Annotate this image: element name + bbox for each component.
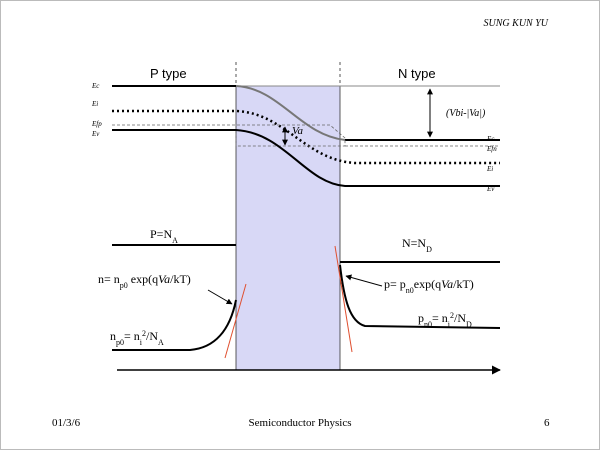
va-label: Va [292, 125, 304, 137]
n-edge: n= np0 exp(qVa/kT) [98, 272, 191, 290]
text-part: exp(q [414, 277, 441, 291]
text-part: P=N [150, 227, 172, 241]
footer-course: Semiconductor Physics [249, 417, 352, 429]
text-part: i [448, 320, 451, 329]
text-part: = n [124, 329, 140, 343]
barrier-label: (Vbi-|Va|) [446, 108, 486, 119]
n-majority: N=ND [402, 236, 432, 254]
text-part: n0 [406, 286, 414, 295]
footer-date: 01/3/6 [52, 417, 81, 429]
footer-page: 6 [544, 417, 550, 429]
tangent [224, 283, 247, 359]
text-part: /kT) [453, 277, 474, 291]
text-part: n= n [98, 272, 120, 286]
text-part: p0 [116, 338, 124, 347]
p-type-label: P type [150, 66, 187, 81]
np0-eq: np0= ni2/NA [110, 329, 164, 347]
level-label: Ec [91, 82, 100, 90]
level-label: Efp [91, 120, 102, 128]
text-part: = n [432, 311, 448, 325]
pointer [345, 274, 383, 287]
level-label: Ec [486, 135, 495, 143]
ev-band [112, 129, 500, 187]
text-part: D [466, 320, 472, 329]
level-label: Ei [91, 100, 98, 108]
text-part: /kT) [170, 272, 191, 286]
level-label: Ev [486, 185, 495, 193]
p-majority: P=NA [150, 227, 178, 245]
ei-band [112, 109, 500, 165]
text-part: A [172, 236, 178, 245]
pn0-eq: pn0= ni2/ND [418, 311, 472, 329]
level-label: Ev [91, 130, 100, 138]
pointer [207, 289, 233, 305]
minority-n-curve [112, 299, 237, 351]
text-part: i [140, 338, 143, 347]
text-part: n [110, 329, 116, 343]
text-part: p [418, 311, 424, 325]
text-part: /N [146, 329, 158, 343]
text-part: Va [441, 277, 453, 291]
text-part: D [426, 245, 432, 254]
quasi-fermi [112, 124, 346, 147]
level-label: Efn [486, 145, 497, 153]
text-part: p0 [120, 281, 128, 290]
ec-bend [235, 85, 346, 141]
tangent [334, 245, 353, 353]
text-part: A [158, 338, 164, 347]
n-type-label: N type [398, 66, 436, 81]
text-part: N=N [402, 236, 426, 250]
text-part: n0 [424, 320, 432, 329]
minority-p-curve [339, 264, 501, 329]
text-part: 2 [450, 311, 454, 320]
author: SUNG KUN YU [484, 18, 549, 29]
p-edge: p= pn0exp(qVa/kT) [384, 277, 474, 295]
text-part: p= p [384, 277, 406, 291]
text-part: 2 [142, 329, 146, 338]
text-part: exp(q [128, 272, 158, 286]
text-part: Va [158, 272, 170, 286]
text-part: /N [454, 311, 466, 325]
level-label: Ei [486, 165, 493, 173]
depletion-region [235, 85, 341, 371]
